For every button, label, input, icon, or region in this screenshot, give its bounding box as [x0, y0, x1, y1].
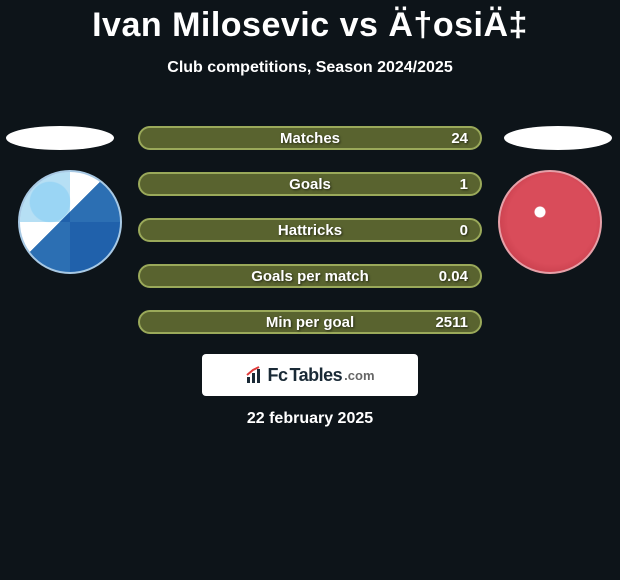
brand-main: Tables [289, 365, 342, 386]
footer-brand[interactable]: FcTables.com [202, 354, 418, 396]
fctables-logo-icon [245, 365, 265, 385]
team-crest-left [18, 170, 122, 274]
stat-label: Min per goal [266, 314, 354, 331]
stat-label: Matches [280, 130, 340, 147]
player-shadow-left [6, 126, 114, 150]
stat-bar: Matches 24 [138, 126, 482, 150]
stat-label: Hattricks [278, 222, 342, 239]
stat-label: Goals per match [251, 268, 369, 285]
stat-value: 0 [460, 222, 468, 239]
stat-bar: Min per goal 2511 [138, 310, 482, 334]
brand-prefix: Fc [267, 365, 287, 386]
stat-bar: Goals 1 [138, 172, 482, 196]
team-crest-right [498, 170, 602, 274]
stats-bars: Matches 24 Goals 1 Hattricks 0 Goals per… [138, 126, 482, 334]
brand-suffix: .com [344, 368, 374, 383]
subtitle: Club competitions, Season 2024/2025 [0, 59, 620, 77]
player-shadow-right [504, 126, 612, 150]
stat-value: 0.04 [439, 268, 468, 285]
date-label: 22 february 2025 [247, 410, 373, 428]
stat-label: Goals [289, 176, 331, 193]
stat-bar: Goals per match 0.04 [138, 264, 482, 288]
page-title: Ivan Milosevic vs Ä†osiÄ‡ [0, 0, 620, 45]
stat-value: 1 [460, 176, 468, 193]
stat-value: 2511 [435, 314, 468, 331]
stat-bar: Hattricks 0 [138, 218, 482, 242]
stat-value: 24 [451, 130, 468, 147]
